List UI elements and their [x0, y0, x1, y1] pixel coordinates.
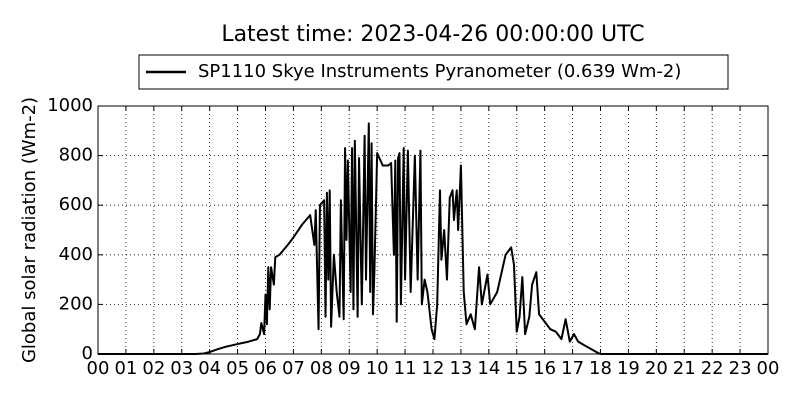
x-tick-label: 18	[589, 358, 612, 379]
x-tick-label: 04	[198, 358, 221, 379]
x-tick-label: 23	[729, 358, 752, 379]
x-tick-label: 19	[617, 358, 640, 379]
x-tick-label: 17	[561, 358, 584, 379]
y-tick-label: 600	[59, 194, 93, 215]
y-tick-label: 200	[59, 293, 93, 314]
data-line	[98, 122, 768, 355]
x-tick-label: 00	[87, 358, 110, 379]
x-tick-label: 01	[114, 358, 137, 379]
x-tick-label: 15	[505, 358, 528, 379]
y-tick-label: 1000	[47, 95, 93, 116]
y-tick-label: 800	[59, 145, 93, 166]
x-tick-label: 20	[645, 358, 668, 379]
x-tick-label: 10	[366, 358, 389, 379]
x-tick-label: 05	[226, 358, 249, 379]
x-tick-label: 09	[338, 358, 361, 379]
legend-box	[138, 54, 729, 90]
y-axis-label: Global solar radiation (Wm-2)	[19, 97, 40, 363]
x-tick-label: 14	[477, 358, 500, 379]
x-tick-label: 06	[254, 358, 277, 379]
x-tick-label: 11	[394, 358, 417, 379]
legend-label: SP1110 Skye Instruments Pyranometer (0.6…	[198, 61, 681, 82]
x-tick-label: 07	[282, 358, 305, 379]
x-tick-label: 03	[170, 358, 193, 379]
chart-title: Latest time: 2023-04-26 00:00:00 UTC	[221, 22, 644, 47]
x-tick-label: 16	[533, 358, 556, 379]
x-tick-label: 00	[757, 358, 780, 379]
x-tick-label: 12	[422, 358, 445, 379]
x-tick-label: 08	[310, 358, 333, 379]
x-tick-label: 22	[701, 358, 724, 379]
x-tick-label: 21	[673, 358, 696, 379]
plot-frame	[97, 105, 769, 355]
y-tick-label: 0	[82, 343, 93, 364]
x-tick-label: 02	[142, 358, 165, 379]
y-tick-label: 400	[59, 244, 93, 265]
x-tick-label: 13	[449, 358, 472, 379]
